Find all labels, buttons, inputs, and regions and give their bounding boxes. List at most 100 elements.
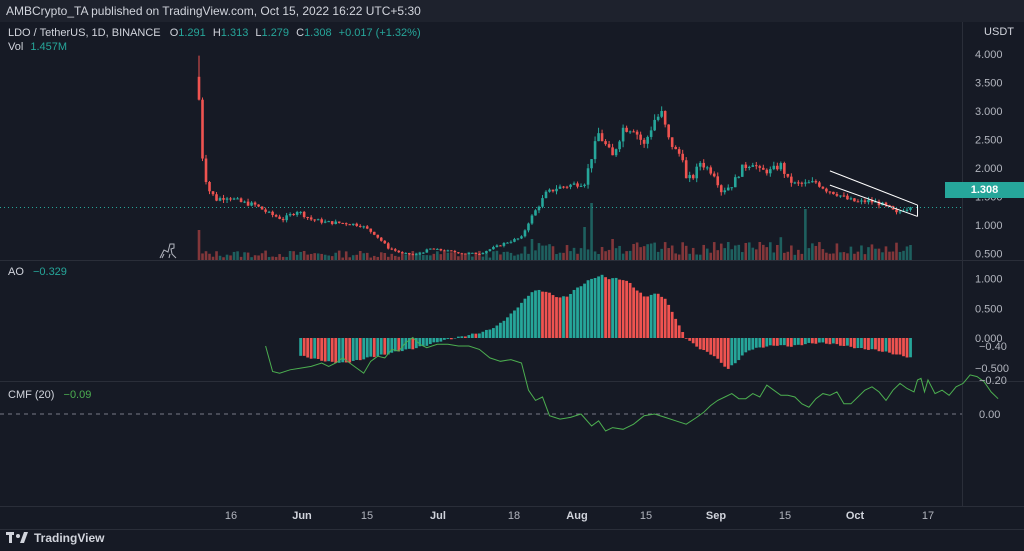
- candle: [618, 139, 621, 153]
- ao-bar: [846, 338, 849, 346]
- candle-body: [909, 207, 912, 210]
- open-value: 1.291: [178, 27, 206, 39]
- ao-bar: [372, 338, 376, 358]
- candle: [576, 181, 579, 189]
- ao-bar: [499, 322, 502, 338]
- volume-bar: [607, 249, 611, 260]
- candle: [642, 137, 646, 148]
- vol-label: Vol: [8, 41, 24, 53]
- candle: [569, 183, 572, 190]
- candle-body: [905, 209, 909, 211]
- volume-bar: [807, 248, 811, 260]
- volume-bar: [383, 252, 387, 260]
- candle-body: [723, 190, 727, 193]
- candle-body: [814, 181, 818, 183]
- volume-bar: [597, 254, 600, 260]
- candle-body: [239, 198, 243, 202]
- candle-body: [797, 182, 800, 184]
- candle-body: [744, 164, 748, 169]
- candle: [348, 223, 352, 226]
- candle: [839, 195, 842, 198]
- volume-bar: [365, 252, 369, 260]
- candle-body: [285, 215, 288, 221]
- candles: [197, 55, 912, 256]
- candle-body: [551, 189, 555, 192]
- ao-bar: [323, 338, 327, 362]
- volume-bar: [839, 252, 842, 260]
- candle: [481, 252, 485, 255]
- volume-bar: [309, 253, 313, 260]
- candle-body: [246, 201, 250, 206]
- candle-body: [856, 201, 860, 203]
- candle: [765, 168, 769, 176]
- candle: [313, 219, 316, 223]
- ao-bar: [386, 338, 390, 355]
- candle: [393, 248, 397, 252]
- grid: [0, 22, 1024, 507]
- ao-bar: [656, 293, 660, 338]
- volume-bar: [583, 227, 586, 260]
- replay-icon: [159, 243, 177, 259]
- ao-bar: [747, 338, 751, 351]
- volume-bar: [355, 254, 359, 260]
- candle: [439, 248, 443, 252]
- volume-bar: [611, 239, 614, 260]
- volume-bar: [576, 253, 579, 260]
- volume-bar: [884, 246, 888, 260]
- ao-bar: [807, 338, 811, 343]
- candle-body: [555, 188, 558, 192]
- candle: [436, 248, 439, 250]
- ao-bar: [492, 328, 495, 338]
- candle-body: [495, 245, 499, 248]
- volume-bar: [849, 246, 853, 260]
- tradingview-brand[interactable]: TradingView: [6, 531, 104, 545]
- candle-body: [730, 187, 734, 189]
- volume-bar: [604, 251, 607, 260]
- volume-bar: [306, 254, 309, 260]
- candle-body: [653, 119, 656, 131]
- candle: [804, 179, 807, 187]
- time-axis[interactable]: 16 Jun 15 Jul 18 Aug 15 Sep 15 Oct 17: [225, 510, 934, 522]
- volume-bar: [201, 253, 204, 260]
- volume-bar: [264, 250, 267, 260]
- volume-bar: [516, 254, 520, 260]
- candle: [474, 252, 478, 255]
- candle-body: [383, 240, 387, 244]
- candle: [688, 171, 691, 183]
- volume-bar: [804, 209, 807, 260]
- candle: [572, 181, 576, 186]
- candle: [776, 162, 779, 171]
- candle-body: [821, 186, 825, 189]
- candle: [772, 161, 776, 171]
- ao-bar: [653, 293, 657, 338]
- volume-bar: [250, 257, 253, 260]
- candle: [372, 231, 376, 236]
- ao-bar: [786, 338, 790, 347]
- candle-body: [793, 182, 797, 184]
- candle: [747, 165, 751, 171]
- candle-body: [499, 245, 502, 247]
- candle: [320, 217, 323, 225]
- candle-body: [222, 198, 225, 200]
- volume-bar: [229, 255, 232, 260]
- volume-bar: [888, 251, 891, 260]
- ao-bar: [621, 280, 625, 338]
- candle-body: [513, 239, 516, 242]
- volume-bar: [902, 250, 905, 260]
- candle: [376, 234, 380, 239]
- candle: [905, 207, 909, 213]
- volume-bar: [632, 243, 635, 260]
- ao-tick-label: −0.500: [975, 363, 1009, 375]
- volume-bar: [758, 242, 762, 260]
- volume-bar: [488, 257, 492, 260]
- candle-body: [758, 166, 762, 168]
- chart-canvas[interactable]: 4.0003.5003.0002.5002.0001.5001.0000.500…: [0, 22, 1024, 528]
- volume-bar: [218, 255, 222, 260]
- candle: [415, 253, 418, 256]
- candle-body: [656, 116, 660, 120]
- candle: [534, 209, 537, 216]
- candle-body: [278, 216, 281, 219]
- ao-bar: [730, 338, 734, 366]
- candle-body: [726, 187, 730, 191]
- candle-body: [895, 209, 898, 213]
